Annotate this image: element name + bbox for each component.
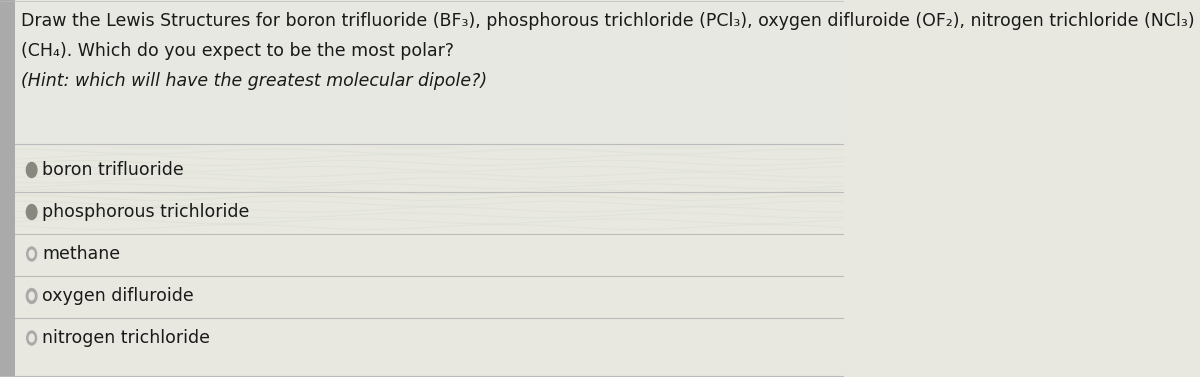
Bar	[0, 0, 16, 377]
Circle shape	[29, 250, 35, 259]
Text: boron trifluoride: boron trifluoride	[42, 161, 184, 179]
Text: Draw the Lewis Structures for boron trifluoride (BF₃), phosphorous trichloride (: Draw the Lewis Structures for boron trif…	[22, 12, 1200, 30]
Text: phosphorous trichloride: phosphorous trichloride	[42, 203, 250, 221]
Text: nitrogen trichloride: nitrogen trichloride	[42, 329, 210, 347]
Circle shape	[26, 331, 36, 345]
Text: (Hint: which will have the greatest molecular dipole?): (Hint: which will have the greatest mole…	[22, 72, 487, 90]
Circle shape	[26, 247, 36, 261]
Circle shape	[26, 288, 37, 303]
Bar	[16, 0, 844, 147]
Circle shape	[29, 334, 35, 342]
Circle shape	[29, 208, 34, 216]
Text: oxygen difluroide: oxygen difluroide	[42, 287, 194, 305]
Circle shape	[26, 204, 37, 219]
Circle shape	[29, 291, 35, 300]
Text: (CH₄). Which do you expect to be the most polar?: (CH₄). Which do you expect to be the mos…	[22, 42, 454, 60]
Circle shape	[26, 162, 37, 178]
Circle shape	[29, 167, 34, 173]
Text: methane: methane	[42, 245, 120, 263]
